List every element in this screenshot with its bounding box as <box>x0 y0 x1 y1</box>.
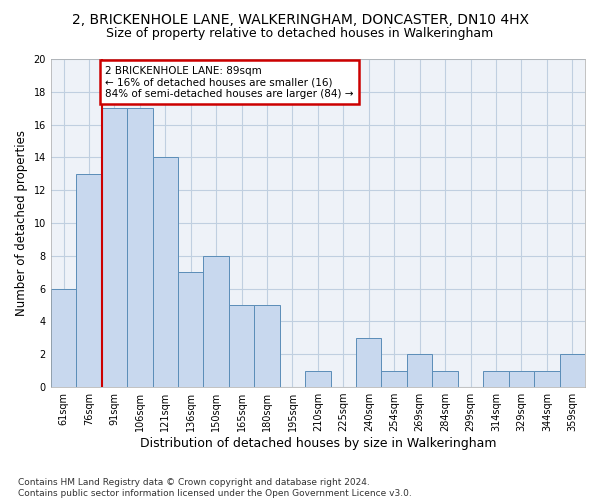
Text: 2 BRICKENHOLE LANE: 89sqm
← 16% of detached houses are smaller (16)
84% of semi-: 2 BRICKENHOLE LANE: 89sqm ← 16% of detac… <box>106 66 354 99</box>
Bar <box>509 370 534 387</box>
Bar <box>356 338 382 387</box>
Bar <box>51 288 76 387</box>
Bar <box>178 272 203 387</box>
Y-axis label: Number of detached properties: Number of detached properties <box>15 130 28 316</box>
Bar <box>152 158 178 387</box>
Bar <box>560 354 585 387</box>
Bar <box>433 370 458 387</box>
Bar <box>407 354 433 387</box>
Bar <box>203 256 229 387</box>
Bar <box>305 370 331 387</box>
Text: 2, BRICKENHOLE LANE, WALKERINGHAM, DONCASTER, DN10 4HX: 2, BRICKENHOLE LANE, WALKERINGHAM, DONCA… <box>71 12 529 26</box>
X-axis label: Distribution of detached houses by size in Walkeringham: Distribution of detached houses by size … <box>140 437 496 450</box>
Bar <box>101 108 127 387</box>
Bar <box>229 305 254 387</box>
Bar <box>127 108 152 387</box>
Bar <box>382 370 407 387</box>
Bar <box>534 370 560 387</box>
Text: Contains HM Land Registry data © Crown copyright and database right 2024.
Contai: Contains HM Land Registry data © Crown c… <box>18 478 412 498</box>
Bar <box>483 370 509 387</box>
Bar <box>76 174 101 387</box>
Bar <box>254 305 280 387</box>
Text: Size of property relative to detached houses in Walkeringham: Size of property relative to detached ho… <box>106 28 494 40</box>
